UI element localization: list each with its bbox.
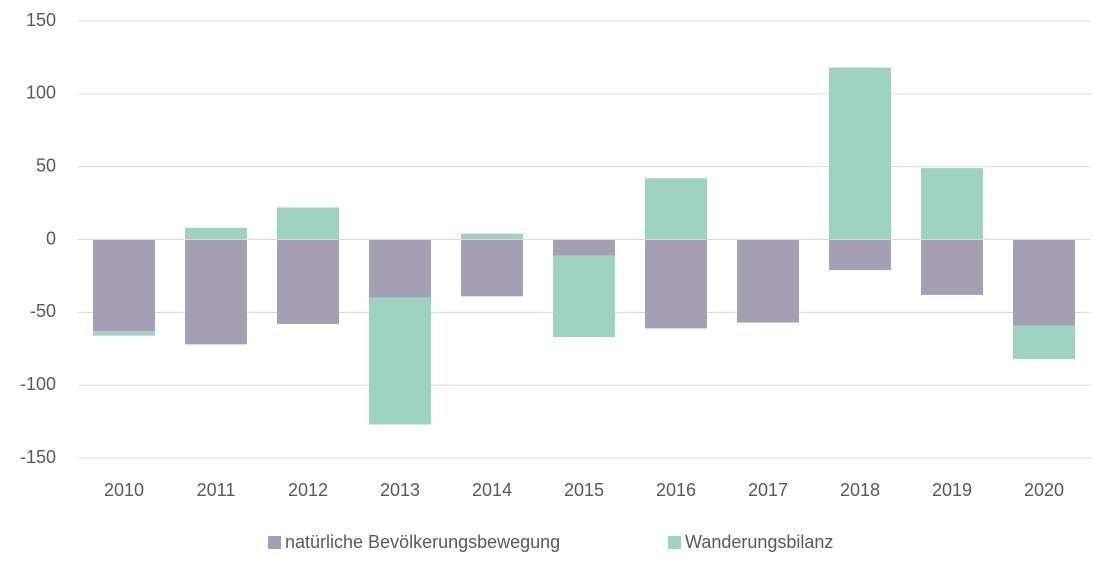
x-tick-label: 2018 — [840, 480, 880, 500]
bar — [921, 168, 983, 240]
bar — [553, 255, 615, 338]
bar — [93, 331, 155, 336]
bar — [461, 233, 523, 240]
bar — [461, 239, 523, 297]
bar — [829, 239, 891, 271]
x-tick-label: 2012 — [288, 480, 328, 500]
bar — [185, 227, 247, 240]
x-tick-label: 2015 — [564, 480, 604, 500]
x-tick-label: 2013 — [380, 480, 420, 500]
x-tick-label: 2019 — [932, 480, 972, 500]
bar — [645, 178, 707, 240]
y-tick-label: -100 — [20, 374, 56, 394]
y-tick-label: -50 — [30, 301, 56, 321]
x-tick-label: 2010 — [104, 480, 144, 500]
bar — [369, 297, 431, 425]
bar — [645, 239, 707, 329]
bar — [369, 239, 431, 298]
legend-label: natürliche Bevölkerungsbewegung — [285, 532, 560, 552]
bar — [277, 239, 339, 324]
legend-label: Wanderungsbilanz — [685, 532, 833, 552]
y-tick-label: -150 — [20, 447, 56, 467]
x-tick-label: 2011 — [197, 480, 236, 500]
bar — [553, 239, 615, 256]
bar — [185, 239, 247, 345]
bar — [93, 239, 155, 332]
legend-swatch — [268, 536, 281, 549]
bar — [921, 239, 983, 295]
y-tick-label: 0 — [46, 228, 56, 248]
x-tick-label: 2020 — [1024, 480, 1064, 500]
bar — [1013, 239, 1075, 326]
y-tick-label: 150 — [26, 10, 56, 30]
x-tick-label: 2017 — [748, 480, 788, 500]
y-tick-label: 100 — [26, 83, 56, 103]
x-tick-label: 2016 — [656, 480, 696, 500]
bar — [277, 207, 339, 240]
bar — [737, 239, 799, 323]
bar — [829, 67, 891, 240]
legend-swatch — [668, 536, 681, 549]
x-tick-label: 2014 — [472, 480, 512, 500]
bar — [1013, 325, 1075, 359]
y-tick-label: 50 — [36, 155, 56, 175]
